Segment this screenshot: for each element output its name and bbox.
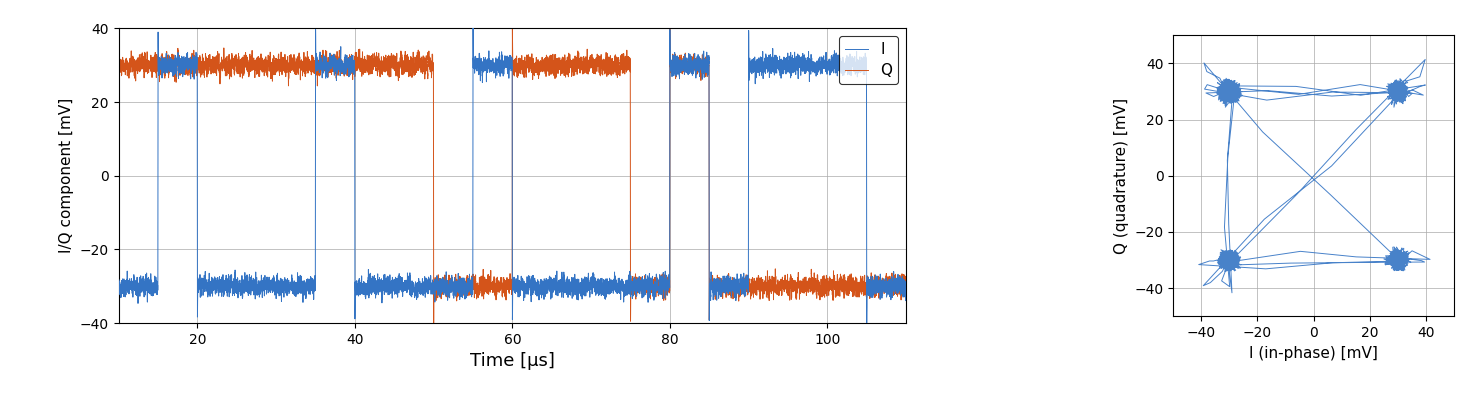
Q: [113, 58, 131, 63]
Y-axis label: I/Q component [mV]: I/Q component [mV]: [59, 98, 74, 253]
I: [157, 57, 175, 62]
I: [855, 62, 873, 67]
I: [494, 66, 512, 71]
I: [264, 284, 282, 289]
Q: [110, 55, 128, 60]
Q: [142, 63, 160, 68]
Line: Q: Q: [119, 23, 907, 329]
Q: [898, 289, 916, 294]
Q: [856, 274, 874, 279]
I: [858, 324, 876, 329]
X-axis label: Time [μs]: Time [μs]: [470, 352, 555, 370]
Line: I: I: [119, 23, 907, 326]
Legend: I, Q: I, Q: [838, 36, 898, 84]
Q: [157, 60, 175, 65]
I: [142, 290, 160, 295]
I: [110, 292, 128, 297]
Q: [494, 275, 512, 280]
I: [464, 21, 482, 25]
Y-axis label: Q (quadrature) [mV]: Q (quadrature) [mV]: [1113, 98, 1129, 254]
X-axis label: I (in-phase) [mV]: I (in-phase) [mV]: [1250, 345, 1379, 361]
I: [113, 282, 131, 287]
Q: [264, 60, 282, 65]
Q: [660, 21, 678, 26]
Q: [424, 327, 442, 332]
I: [898, 283, 916, 288]
